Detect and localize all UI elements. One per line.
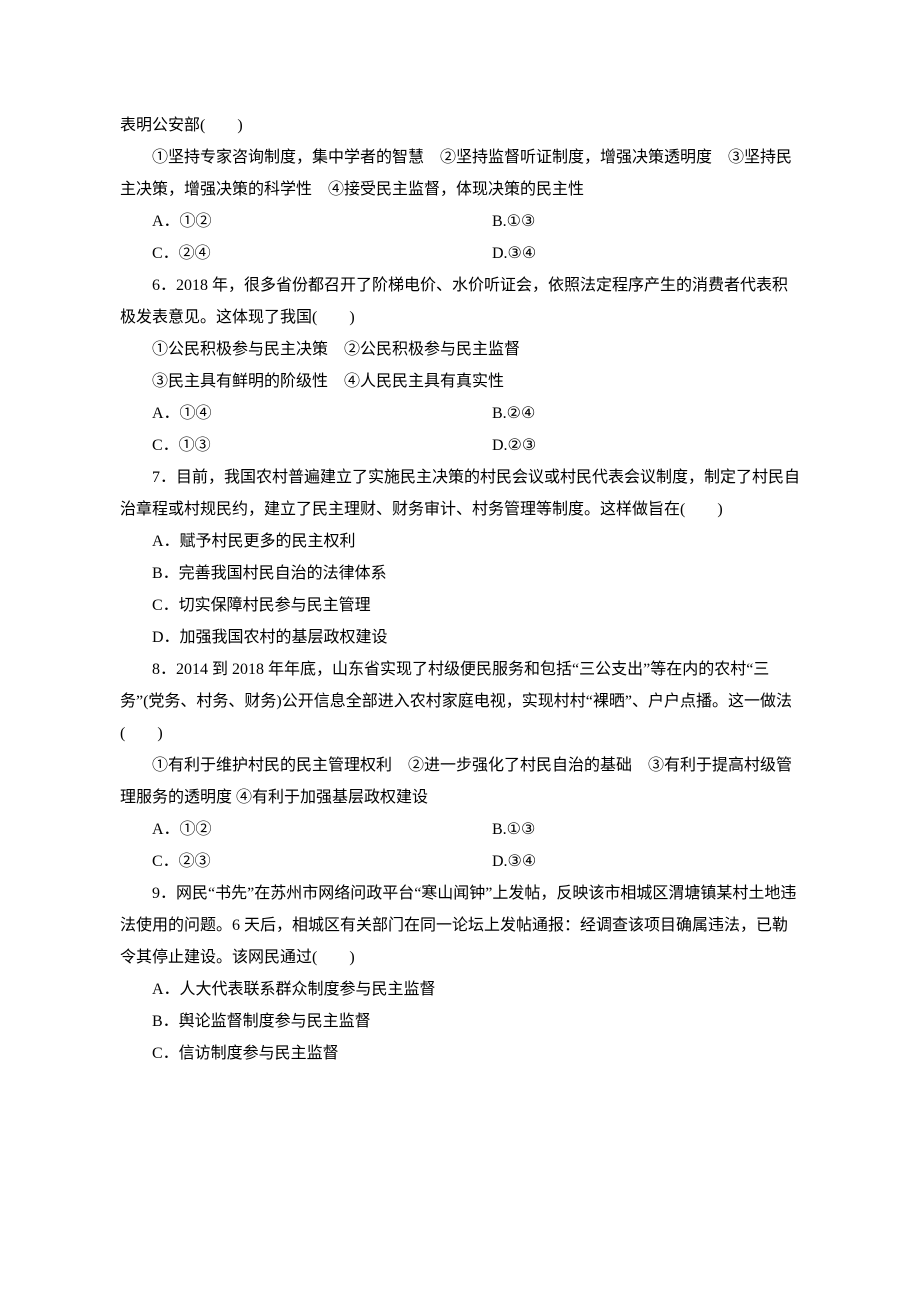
q6-statements-2: ③民主具有鲜明的阶级性 ④人民民主具有真实性 [120, 366, 800, 398]
q7-option-b: B．完善我国村民自治的法律体系 [120, 558, 800, 590]
q8-options-row1: A．①② B.①③ [120, 814, 800, 846]
q8-option-c: C．②③ [120, 846, 460, 878]
q8-statements: ①有利于维护村民的民主管理权利 ②进一步强化了村民自治的基础 ③有利于提高村级管… [120, 750, 800, 814]
q9-option-c: C．信访制度参与民主监督 [120, 1038, 800, 1070]
q6-option-c: C．①③ [120, 430, 460, 462]
q7-stem: 7．目前，我国农村普遍建立了实施民主决策的村民会议或村民代表会议制度，制定了村民… [120, 462, 800, 526]
q7-option-a: A．赋予村民更多的民主权利 [120, 526, 800, 558]
q5-continuation: 表明公安部( ) [120, 110, 800, 142]
q5-option-c: C．②④ [120, 238, 460, 270]
q5-options-row2: C．②④ D.③④ [120, 238, 800, 270]
q9-option-a: A．人大代表联系群众制度参与民主监督 [120, 974, 800, 1006]
q5-option-b: B.①③ [460, 206, 800, 238]
q8-option-b: B.①③ [460, 814, 800, 846]
q9-option-b: B．舆论监督制度参与民主监督 [120, 1006, 800, 1038]
q8-option-a: A．①② [120, 814, 460, 846]
q6-option-b: B.②④ [460, 398, 800, 430]
q6-stem: 6．2018 年，很多省份都召开了阶梯电价、水价听证会，依照法定程序产生的消费者… [120, 270, 800, 334]
q8-option-d: D.③④ [460, 846, 800, 878]
q9-stem: 9．网民“书先”在苏州市网络问政平台“寒山闻钟”上发帖，反映该市相城区渭塘镇某村… [120, 878, 800, 974]
q6-options-row1: A．①④ B.②④ [120, 398, 800, 430]
q8-stem: 8．2014 到 2018 年年底，山东省实现了村级便民服务和包括“三公支出”等… [120, 654, 800, 750]
document-page: 表明公安部( ) ①坚持专家咨询制度，集中学者的智慧 ②坚持监督听证制度，增强决… [0, 0, 920, 1130]
q7-option-c: C．切实保障村民参与民主管理 [120, 590, 800, 622]
q6-option-a: A．①④ [120, 398, 460, 430]
q6-options-row2: C．①③ D.②③ [120, 430, 800, 462]
q5-option-d: D.③④ [460, 238, 800, 270]
q6-option-d: D.②③ [460, 430, 800, 462]
q6-statements-1: ①公民积极参与民主决策 ②公民积极参与民主监督 [120, 334, 800, 366]
q8-options-row2: C．②③ D.③④ [120, 846, 800, 878]
q5-option-a: A．①② [120, 206, 460, 238]
q7-option-d: D．加强我国农村的基层政权建设 [120, 622, 800, 654]
q5-options-row1: A．①② B.①③ [120, 206, 800, 238]
q5-statements: ①坚持专家咨询制度，集中学者的智慧 ②坚持监督听证制度，增强决策透明度 ③坚持民… [120, 142, 800, 206]
